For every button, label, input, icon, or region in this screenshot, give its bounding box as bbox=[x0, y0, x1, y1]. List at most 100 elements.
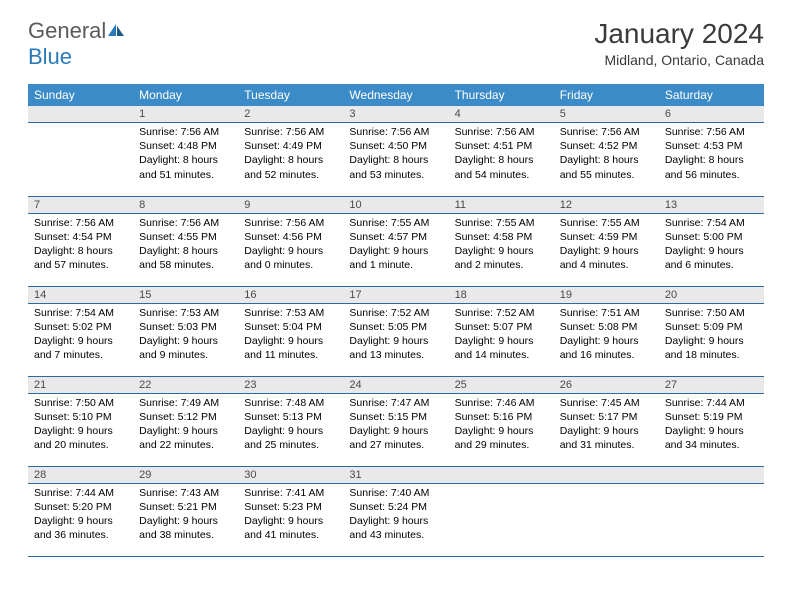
day-number: 11 bbox=[449, 197, 554, 214]
weekday-row: SundayMondayTuesdayWednesdayThursdayFrid… bbox=[28, 84, 764, 106]
day-number: 8 bbox=[133, 197, 238, 214]
calendar-cell: 18Sunrise: 7:52 AMSunset: 5:07 PMDayligh… bbox=[449, 286, 554, 376]
day-content: Sunrise: 7:56 AMSunset: 4:55 PMDaylight:… bbox=[133, 214, 238, 277]
calendar-cell bbox=[554, 466, 659, 556]
calendar-cell: 23Sunrise: 7:48 AMSunset: 5:13 PMDayligh… bbox=[238, 376, 343, 466]
day-number: 13 bbox=[659, 197, 764, 214]
page-title: January 2024 bbox=[594, 18, 764, 50]
logo-word-general: General bbox=[28, 18, 106, 43]
day-number: 14 bbox=[28, 287, 133, 304]
day-number: 25 bbox=[449, 377, 554, 394]
calendar-thead: SundayMondayTuesdayWednesdayThursdayFrid… bbox=[28, 84, 764, 106]
day-number-empty bbox=[449, 467, 554, 484]
day-number-empty bbox=[28, 106, 133, 123]
calendar-cell: 5Sunrise: 7:56 AMSunset: 4:52 PMDaylight… bbox=[554, 106, 659, 196]
day-content: Sunrise: 7:52 AMSunset: 5:05 PMDaylight:… bbox=[343, 304, 448, 367]
day-content: Sunrise: 7:44 AMSunset: 5:20 PMDaylight:… bbox=[28, 484, 133, 547]
day-number: 30 bbox=[238, 467, 343, 484]
day-content: Sunrise: 7:56 AMSunset: 4:53 PMDaylight:… bbox=[659, 123, 764, 186]
day-content: Sunrise: 7:40 AMSunset: 5:24 PMDaylight:… bbox=[343, 484, 448, 547]
day-content: Sunrise: 7:56 AMSunset: 4:52 PMDaylight:… bbox=[554, 123, 659, 186]
weekday-header: Friday bbox=[554, 84, 659, 106]
day-number: 12 bbox=[554, 197, 659, 214]
calendar-cell: 26Sunrise: 7:45 AMSunset: 5:17 PMDayligh… bbox=[554, 376, 659, 466]
calendar-row: 21Sunrise: 7:50 AMSunset: 5:10 PMDayligh… bbox=[28, 376, 764, 466]
calendar-cell: 4Sunrise: 7:56 AMSunset: 4:51 PMDaylight… bbox=[449, 106, 554, 196]
calendar-cell: 25Sunrise: 7:46 AMSunset: 5:16 PMDayligh… bbox=[449, 376, 554, 466]
calendar-cell: 2Sunrise: 7:56 AMSunset: 4:49 PMDaylight… bbox=[238, 106, 343, 196]
calendar-table: SundayMondayTuesdayWednesdayThursdayFrid… bbox=[28, 84, 764, 557]
day-number: 27 bbox=[659, 377, 764, 394]
calendar-cell: 20Sunrise: 7:50 AMSunset: 5:09 PMDayligh… bbox=[659, 286, 764, 376]
day-number: 6 bbox=[659, 106, 764, 123]
day-content: Sunrise: 7:50 AMSunset: 5:10 PMDaylight:… bbox=[28, 394, 133, 457]
day-number: 24 bbox=[343, 377, 448, 394]
calendar-cell: 29Sunrise: 7:43 AMSunset: 5:21 PMDayligh… bbox=[133, 466, 238, 556]
calendar-cell: 10Sunrise: 7:55 AMSunset: 4:57 PMDayligh… bbox=[343, 196, 448, 286]
day-number: 4 bbox=[449, 106, 554, 123]
day-number: 1 bbox=[133, 106, 238, 123]
weekday-header: Thursday bbox=[449, 84, 554, 106]
day-content: Sunrise: 7:41 AMSunset: 5:23 PMDaylight:… bbox=[238, 484, 343, 547]
sail-icon bbox=[106, 22, 126, 38]
location-text: Midland, Ontario, Canada bbox=[594, 52, 764, 68]
day-content: Sunrise: 7:53 AMSunset: 5:03 PMDaylight:… bbox=[133, 304, 238, 367]
calendar-cell: 30Sunrise: 7:41 AMSunset: 5:23 PMDayligh… bbox=[238, 466, 343, 556]
calendar-cell: 13Sunrise: 7:54 AMSunset: 5:00 PMDayligh… bbox=[659, 196, 764, 286]
day-content: Sunrise: 7:51 AMSunset: 5:08 PMDaylight:… bbox=[554, 304, 659, 367]
day-content: Sunrise: 7:56 AMSunset: 4:54 PMDaylight:… bbox=[28, 214, 133, 277]
day-number: 5 bbox=[554, 106, 659, 123]
day-number: 15 bbox=[133, 287, 238, 304]
calendar-cell: 17Sunrise: 7:52 AMSunset: 5:05 PMDayligh… bbox=[343, 286, 448, 376]
calendar-cell: 27Sunrise: 7:44 AMSunset: 5:19 PMDayligh… bbox=[659, 376, 764, 466]
calendar-cell: 15Sunrise: 7:53 AMSunset: 5:03 PMDayligh… bbox=[133, 286, 238, 376]
logo: GeneralBlue bbox=[28, 18, 126, 70]
calendar-cell: 1Sunrise: 7:56 AMSunset: 4:48 PMDaylight… bbox=[133, 106, 238, 196]
calendar-cell: 28Sunrise: 7:44 AMSunset: 5:20 PMDayligh… bbox=[28, 466, 133, 556]
day-number: 22 bbox=[133, 377, 238, 394]
day-content: Sunrise: 7:54 AMSunset: 5:02 PMDaylight:… bbox=[28, 304, 133, 367]
day-content: Sunrise: 7:56 AMSunset: 4:48 PMDaylight:… bbox=[133, 123, 238, 186]
day-number: 10 bbox=[343, 197, 448, 214]
calendar-cell: 22Sunrise: 7:49 AMSunset: 5:12 PMDayligh… bbox=[133, 376, 238, 466]
day-number: 16 bbox=[238, 287, 343, 304]
day-number: 20 bbox=[659, 287, 764, 304]
calendar-cell: 21Sunrise: 7:50 AMSunset: 5:10 PMDayligh… bbox=[28, 376, 133, 466]
logo-text: GeneralBlue bbox=[28, 18, 126, 70]
calendar-cell: 12Sunrise: 7:55 AMSunset: 4:59 PMDayligh… bbox=[554, 196, 659, 286]
weekday-header: Sunday bbox=[28, 84, 133, 106]
day-number: 2 bbox=[238, 106, 343, 123]
calendar-row: 1Sunrise: 7:56 AMSunset: 4:48 PMDaylight… bbox=[28, 106, 764, 196]
calendar-cell bbox=[449, 466, 554, 556]
day-content: Sunrise: 7:54 AMSunset: 5:00 PMDaylight:… bbox=[659, 214, 764, 277]
calendar-cell: 6Sunrise: 7:56 AMSunset: 4:53 PMDaylight… bbox=[659, 106, 764, 196]
calendar-body: 1Sunrise: 7:56 AMSunset: 4:48 PMDaylight… bbox=[28, 106, 764, 556]
weekday-header: Tuesday bbox=[238, 84, 343, 106]
day-content: Sunrise: 7:56 AMSunset: 4:49 PMDaylight:… bbox=[238, 123, 343, 186]
weekday-header: Wednesday bbox=[343, 84, 448, 106]
calendar-cell: 24Sunrise: 7:47 AMSunset: 5:15 PMDayligh… bbox=[343, 376, 448, 466]
day-content: Sunrise: 7:53 AMSunset: 5:04 PMDaylight:… bbox=[238, 304, 343, 367]
day-content: Sunrise: 7:50 AMSunset: 5:09 PMDaylight:… bbox=[659, 304, 764, 367]
day-number: 26 bbox=[554, 377, 659, 394]
day-number: 29 bbox=[133, 467, 238, 484]
day-content: Sunrise: 7:44 AMSunset: 5:19 PMDaylight:… bbox=[659, 394, 764, 457]
day-content: Sunrise: 7:55 AMSunset: 4:58 PMDaylight:… bbox=[449, 214, 554, 277]
day-content: Sunrise: 7:55 AMSunset: 4:59 PMDaylight:… bbox=[554, 214, 659, 277]
calendar-cell: 16Sunrise: 7:53 AMSunset: 5:04 PMDayligh… bbox=[238, 286, 343, 376]
day-number: 3 bbox=[343, 106, 448, 123]
calendar-cell: 11Sunrise: 7:55 AMSunset: 4:58 PMDayligh… bbox=[449, 196, 554, 286]
day-number: 31 bbox=[343, 467, 448, 484]
calendar-cell: 8Sunrise: 7:56 AMSunset: 4:55 PMDaylight… bbox=[133, 196, 238, 286]
day-content: Sunrise: 7:45 AMSunset: 5:17 PMDaylight:… bbox=[554, 394, 659, 457]
day-number: 9 bbox=[238, 197, 343, 214]
day-content: Sunrise: 7:48 AMSunset: 5:13 PMDaylight:… bbox=[238, 394, 343, 457]
day-content: Sunrise: 7:43 AMSunset: 5:21 PMDaylight:… bbox=[133, 484, 238, 547]
day-content: Sunrise: 7:56 AMSunset: 4:50 PMDaylight:… bbox=[343, 123, 448, 186]
calendar-row: 7Sunrise: 7:56 AMSunset: 4:54 PMDaylight… bbox=[28, 196, 764, 286]
title-block: January 2024 Midland, Ontario, Canada bbox=[594, 18, 764, 68]
day-content: Sunrise: 7:46 AMSunset: 5:16 PMDaylight:… bbox=[449, 394, 554, 457]
day-number: 28 bbox=[28, 467, 133, 484]
day-number-empty bbox=[554, 467, 659, 484]
calendar-cell: 3Sunrise: 7:56 AMSunset: 4:50 PMDaylight… bbox=[343, 106, 448, 196]
